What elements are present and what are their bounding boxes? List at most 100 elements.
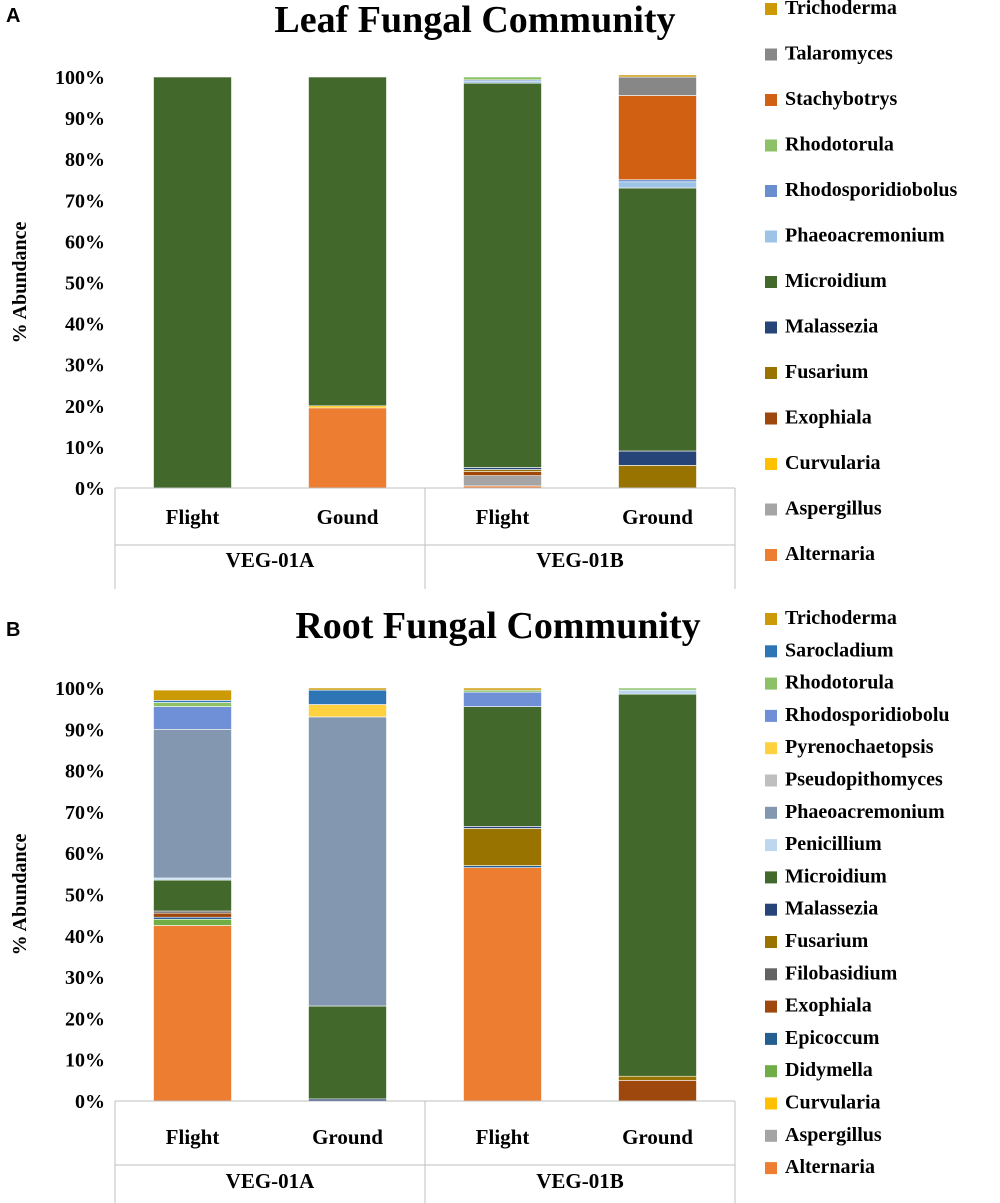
legend-label-talaromyces: Talaromyces bbox=[785, 43, 893, 65]
bar-segment-exophiala bbox=[618, 1080, 697, 1102]
bar-segment-exophiala bbox=[153, 912, 232, 918]
legend-swatch-malassezia bbox=[765, 903, 777, 916]
y-tick-label: 30% bbox=[65, 967, 105, 989]
panel-root-fungal-community: B Root Fungal Community % Abundance 0% 10% 20… bbox=[6, 605, 950, 1203]
bar-segment-alternaria bbox=[308, 407, 387, 489]
bar-segment-pyrenochaetopsis bbox=[308, 704, 387, 718]
y-tick-label: 50% bbox=[65, 885, 105, 907]
bar-segment-penicillium bbox=[153, 877, 232, 881]
legend-label-phaeoacremonium: Phaeoacremonium bbox=[785, 225, 945, 247]
legend-swatch-rhodosporidiobolus bbox=[765, 185, 777, 197]
y-tick-label: 80% bbox=[65, 149, 105, 171]
legend-swatch-aspergillus bbox=[765, 503, 777, 516]
legend-label-rhodotorula: Rhodotorula bbox=[785, 672, 894, 694]
bar-segment-microidium bbox=[153, 879, 232, 912]
x-category-label: Flight bbox=[476, 1125, 530, 1149]
y-axis-label: % Abundance bbox=[9, 834, 31, 956]
y-tick-label: 100% bbox=[55, 678, 105, 700]
x-category-label: Flight bbox=[476, 505, 530, 529]
legend-swatch-microidium bbox=[765, 871, 777, 884]
legend-swatch-aspergillus bbox=[765, 1129, 777, 1142]
bar-segment-fusarium bbox=[618, 465, 697, 489]
bar-segment-filobasidium bbox=[153, 910, 232, 914]
legend-label-sarocladium: Sarocladium bbox=[785, 639, 894, 661]
bar-segment-epicoccum bbox=[463, 865, 542, 868]
y-tick-label: 70% bbox=[65, 802, 105, 824]
legend-swatch-fusarium bbox=[765, 367, 777, 379]
bar-segment-microidium bbox=[618, 693, 697, 1077]
legend-label-microidium: Microidium bbox=[785, 270, 887, 292]
bar-segment-sarocladium bbox=[153, 700, 232, 703]
x-group-label: VEG-01B bbox=[536, 548, 624, 572]
bar-segment-exophiala bbox=[463, 471, 542, 476]
legend-swatch-trichoderma bbox=[765, 3, 777, 15]
legend-label-rhodotorula: Rhodotorula bbox=[785, 134, 894, 156]
legend-swatch-pyrenochaetopsis bbox=[765, 742, 777, 755]
legend-swatch-phaeoacremonium bbox=[765, 230, 777, 243]
legend-label-pseudopithomyces: Pseudopithomyces bbox=[785, 769, 943, 791]
bar-segment-talaromyces bbox=[618, 76, 697, 96]
bar-segment-rhodosporidiobolu bbox=[153, 706, 232, 730]
legend: Trichoderma Talaromyces Stachybotrys Rhodot… bbox=[765, 0, 958, 565]
y-tick-label: 10% bbox=[65, 1050, 105, 1072]
legend-swatch-phaeoacremonium bbox=[765, 806, 777, 819]
y-tick-label: 70% bbox=[65, 190, 105, 212]
y-tick-label: 40% bbox=[65, 314, 105, 336]
legend-swatch-alternaria bbox=[765, 549, 777, 561]
y-tick-label: 30% bbox=[65, 355, 105, 377]
bar-segment-malassezia bbox=[463, 826, 542, 829]
legend-swatch-rhodotorula bbox=[765, 677, 777, 690]
bar-segment-phaeoacremonium bbox=[153, 728, 232, 879]
legend-swatch-fusarium bbox=[765, 936, 777, 948]
legend-label-filobasidium: Filobasidium bbox=[785, 962, 898, 984]
y-tick-label: 60% bbox=[65, 231, 105, 253]
x-category-label: Flight bbox=[166, 1125, 220, 1149]
x-group-label: VEG-01A bbox=[226, 548, 316, 572]
x-group-label: VEG-01B bbox=[536, 1169, 624, 1193]
legend-label-rhodosporidiobolus: Rhodosporidiobolus bbox=[785, 179, 958, 201]
bar-segment-fusarium bbox=[463, 828, 542, 866]
bar-segment-trichoderma bbox=[308, 687, 387, 691]
legend-label-alternaria: Alternaria bbox=[785, 1156, 875, 1178]
bar-segment-malassezia bbox=[618, 450, 697, 466]
y-tick-label: 100% bbox=[55, 67, 105, 89]
bar-segment-microidium bbox=[308, 1005, 387, 1100]
bar-segment-malassezia bbox=[463, 467, 542, 470]
chart-title: Root Fungal Community bbox=[295, 605, 700, 647]
bar-segment-didymella bbox=[153, 918, 232, 926]
legend-label-epicoccum: Epicoccum bbox=[785, 1027, 880, 1049]
y-tick-label: 90% bbox=[65, 108, 105, 130]
legend-label-curvularia: Curvularia bbox=[785, 452, 881, 474]
legend-swatch-microidium bbox=[765, 276, 777, 288]
bar-segment-trichoderma bbox=[153, 689, 232, 701]
bar-segment-microidium bbox=[463, 82, 542, 468]
x-category-label: Flight bbox=[166, 505, 220, 529]
bar-segment-rhodotorula bbox=[618, 687, 697, 691]
y-tick-label: 0% bbox=[75, 478, 105, 500]
legend-label-exophiala: Exophiala bbox=[785, 407, 872, 429]
legend-swatch-sarocladium bbox=[765, 645, 777, 658]
bar-segment-rhodotorula bbox=[153, 702, 232, 707]
y-tick-label: 90% bbox=[65, 719, 105, 741]
bar-segment-sarocladium bbox=[308, 689, 387, 705]
x-category-label: Ground bbox=[312, 1125, 383, 1149]
legend-label-exophiala: Exophiala bbox=[785, 995, 872, 1017]
bar-segment-epicoccum bbox=[153, 916, 232, 920]
legend-label-aspergillus: Aspergillus bbox=[785, 498, 882, 520]
legend-label-pyrenochaetopsis: Pyrenochaetopsis bbox=[785, 736, 934, 758]
bar-segment-trichoderma bbox=[618, 74, 697, 78]
bar-segment-alternaria bbox=[463, 867, 542, 1102]
x-category-label: Gound bbox=[317, 505, 379, 529]
legend-label-malassezia: Malassezia bbox=[785, 316, 878, 338]
x-group-label: VEG-01A bbox=[226, 1169, 316, 1193]
y-tick-label: 50% bbox=[65, 273, 105, 295]
y-tick-label: 0% bbox=[75, 1091, 105, 1113]
bar-segment-rhodotorula bbox=[463, 689, 542, 693]
bar-segment-curvularia bbox=[308, 405, 387, 409]
bar-segment-alternaria bbox=[153, 925, 232, 1102]
x-category-label: Ground bbox=[622, 505, 693, 529]
y-tick-label: 20% bbox=[65, 396, 105, 418]
legend-label-phaeoacremonium: Phaeoacremonium bbox=[785, 801, 945, 823]
bar-segment-penicillium bbox=[618, 689, 697, 695]
x-category-label: Ground bbox=[622, 1125, 693, 1149]
